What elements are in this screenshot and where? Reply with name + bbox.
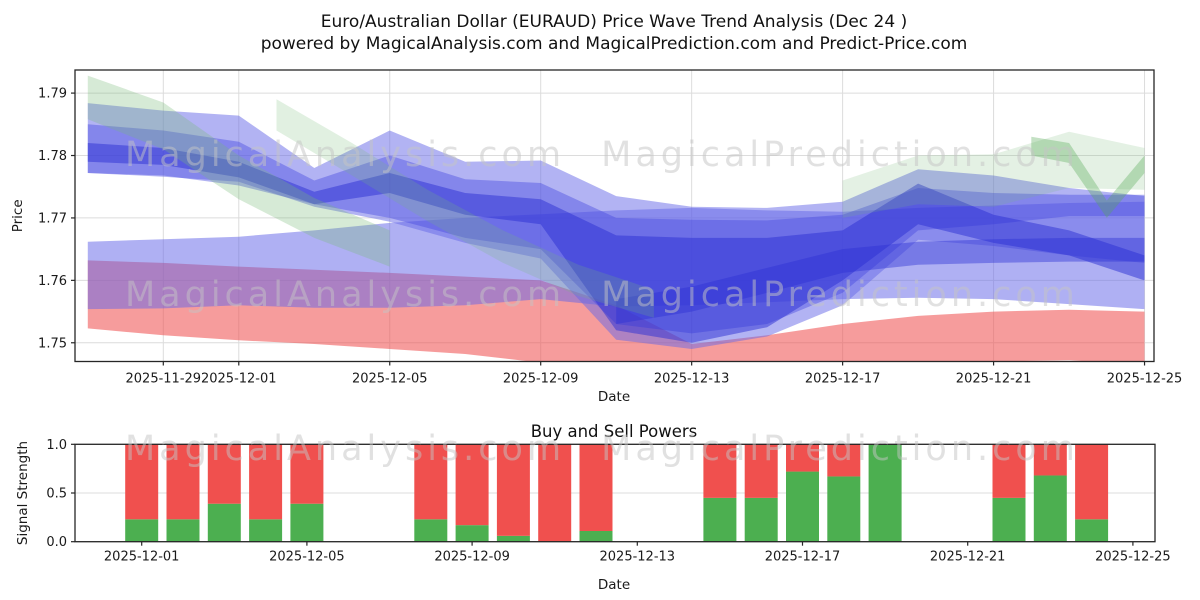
power-xtick-label: 2025-12-05 (269, 550, 345, 565)
band-blue-wave-outer (87, 103, 1145, 349)
buy-power-bar (868, 444, 902, 542)
power-x-axis-label: Date (598, 577, 630, 593)
band-blue-wave-core (87, 143, 1145, 343)
price-chart: 2025-11-29 2025-12-01 2025-12-05 2025-12-09… (38, 69, 1183, 387)
buy-power-bar (786, 471, 819, 542)
band-green-right-broad (842, 131, 1145, 218)
sell-power-bar (538, 444, 572, 542)
buy-power-bar (166, 519, 200, 542)
price-band-layers (87, 75, 1145, 362)
price-ytick-label: 1.75 (38, 336, 67, 351)
band-blue-resistance-strip (616, 237, 1145, 324)
watermark-analysis: MagicalAnalysis.com (125, 135, 565, 175)
power-chart: 2025-12-01 2025-12-05 2025-12-09 2025-12-13… (46, 438, 1170, 565)
sell-power-bar (496, 444, 530, 536)
price-ytick-label: 1.79 (38, 87, 67, 102)
buy-power-bar (1075, 519, 1109, 542)
price-ytick-label: 1.77 (38, 211, 67, 226)
power-y-axis-label: Signal Strength (15, 441, 31, 545)
watermark-analysis: MagicalAnalysis.com (125, 275, 565, 315)
buy-power-bar (992, 497, 1026, 542)
sell-power-bar (125, 444, 159, 520)
sell-power-bar (455, 444, 489, 526)
buy-power-bar (290, 503, 324, 542)
band-green-upper-left (87, 75, 390, 267)
buy-power-bar (207, 503, 241, 542)
power-chart-title: Buy and Sell Powers (531, 422, 698, 441)
power-xtick-label: 2025-12-21 (930, 550, 1006, 565)
watermark-prediction: MagicalPrediction.com (601, 275, 1079, 315)
band-green-mid (276, 99, 654, 318)
price-xtick-label: 2025-12-13 (654, 372, 730, 387)
buy-power-bar (125, 519, 159, 542)
power-xtick-label: 2025-12-01 (104, 550, 180, 565)
watermark-prediction: MagicalPrediction.com (601, 429, 1079, 469)
sell-power-bar (414, 444, 448, 520)
price-x-axis-label: Date (598, 389, 630, 405)
power-ytick-label: 0.0 (46, 535, 67, 550)
chart-title-line2: powered by MagicalAnalysis.com and Magic… (261, 34, 968, 54)
buy-power-bar (249, 519, 283, 542)
price-plot-border (74, 69, 1155, 363)
price-xtick-label: 2025-11-29 (126, 372, 202, 387)
buy-power-bar (496, 535, 530, 542)
price-xtick-label: 2025-12-17 (805, 372, 881, 387)
chart-title-line1: Euro/Australian Dollar (EURAUD) Price Wa… (321, 12, 907, 32)
power-ytick-label: 0.5 (46, 487, 67, 502)
band-blue-wave-mid (87, 124, 1145, 334)
watermark-layer: MagicalAnalysis.com MagicalPrediction.com… (125, 135, 1079, 469)
power-xtick-label: 2025-12-25 (1095, 550, 1171, 565)
sell-power-bar (1033, 444, 1067, 476)
sell-power-bar (744, 444, 778, 498)
sell-power-bar (827, 444, 861, 477)
sell-power-bar (249, 444, 283, 520)
buy-power-bar (827, 476, 861, 542)
watermark-analysis: MagicalAnalysis.com (125, 429, 565, 469)
band-green-right-strip (1031, 136, 1145, 218)
sell-power-bar (207, 444, 241, 504)
buy-power-bar (703, 497, 737, 542)
sell-power-bar (579, 444, 613, 531)
price-ytick-label: 1.78 (38, 149, 67, 164)
price-ytick-label: 1.76 (38, 274, 67, 289)
price-xtick-label: 2025-12-25 (1107, 372, 1183, 387)
buy-power-bar (1033, 475, 1067, 542)
price-xtick-label: 2025-12-01 (201, 372, 277, 387)
sell-power-bar (166, 444, 200, 520)
price-xtick-label: 2025-12-21 (956, 372, 1032, 387)
power-xtick-label: 2025-12-17 (765, 550, 841, 565)
sell-power-bar (992, 444, 1026, 498)
power-xtick-label: 2025-12-09 (434, 550, 510, 565)
power-ytick-label: 1.0 (46, 438, 67, 453)
buy-power-bar (744, 497, 778, 542)
sell-power-bar (1075, 444, 1109, 520)
price-xtick-label: 2025-12-05 (352, 372, 428, 387)
buy-power-bar (579, 530, 613, 542)
buy-power-bar (414, 519, 448, 542)
watermark-prediction: MagicalPrediction.com (601, 135, 1079, 175)
price-xtick-label: 2025-12-09 (503, 372, 579, 387)
sell-power-bar (786, 444, 819, 472)
buy-power-bar (455, 525, 489, 542)
power-bars (125, 444, 1109, 542)
sell-power-bar (703, 444, 737, 498)
power-xtick-label: 2025-12-13 (600, 550, 676, 565)
sell-power-bar (290, 444, 324, 504)
price-y-axis-label: Price (10, 199, 26, 232)
